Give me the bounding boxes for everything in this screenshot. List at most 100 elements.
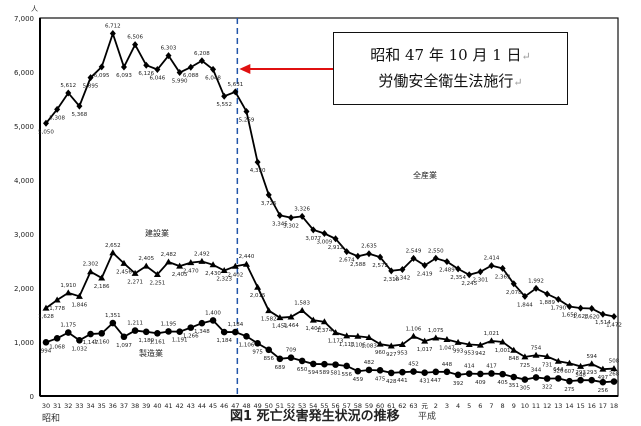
y-tick-label: 3,000 [14,231,34,239]
diamond-marker-icon [98,63,105,71]
x-tick-label: 17 [599,402,607,410]
data-label: 3,725 [261,201,277,207]
circle-marker-icon [387,369,395,377]
data-label: 2,354 [450,275,466,281]
circle-marker-icon [365,366,373,374]
circle-marker-icon [577,376,584,384]
data-label: 709 [286,348,297,354]
circle-marker-icon [566,377,573,385]
data-label: 6,093 [116,73,132,79]
data-label: 1,992 [528,278,544,284]
data-label: 2,652 [105,243,121,249]
return-mark-icon: ↵ [513,76,523,89]
data-label: 1,075 [428,328,444,334]
data-label: 1,106 [239,342,255,348]
triangle-marker-icon [209,261,217,268]
data-label: 589 [319,370,330,376]
data-label: 405 [497,380,508,386]
data-label: 1,021 [484,331,500,337]
diamond-marker-icon [132,41,139,49]
data-label: 6,126 [138,71,154,77]
data-label: 431 [419,379,430,385]
data-label: 1,266 [183,334,199,340]
triangle-marker-icon [287,313,295,320]
data-label: 2,549 [406,248,422,254]
data-label: 392 [453,381,464,387]
circle-marker-icon [287,354,295,362]
circle-marker-icon [254,340,261,347]
triangle-marker-icon [432,334,440,341]
circle-marker-icon [521,376,529,383]
triangle-marker-icon [343,332,351,339]
x-tick-label: 36 [109,402,117,410]
triangle-marker-icon [120,259,128,266]
diamond-marker-icon [54,105,61,113]
triangle-marker-icon [142,262,150,269]
triangle-marker-icon [387,342,395,349]
x-tick-label: 15 [576,402,584,410]
x-tick-label: 11 [532,402,540,410]
data-label: 953 [464,351,475,357]
circle-marker-icon [510,373,518,381]
triangle-marker-icon [131,269,139,276]
x-tick-label: 46 [220,402,228,410]
data-label: 1,351 [105,313,121,319]
triangle-marker-icon [599,365,607,372]
data-label: 1,472 [606,323,622,329]
y-tick-label: 5,000 [14,123,34,131]
triangle-marker-icon [254,283,262,290]
data-label: 2,430 [205,271,221,277]
data-label: 256 [598,388,609,394]
data-label: 305 [520,386,531,392]
data-label: 1,658 [562,312,578,318]
data-label: 1,846 [72,302,88,308]
data-label: 409 [475,380,486,386]
triangle-marker-icon [443,335,451,342]
circle-marker-icon [165,328,172,335]
x-tick-label: 35 [98,402,106,410]
diamond-marker-icon [243,107,250,115]
x-tick-label: 61 [387,402,395,410]
data-label: 2,251 [149,280,165,286]
data-label: 351 [509,383,520,389]
data-label: 2,318 [383,277,399,283]
series-line-0 [45,30,615,318]
triangle-marker-icon [487,337,495,344]
diamond-marker-icon [455,265,462,273]
x-tick-label: 8 [501,402,505,410]
diamond-marker-icon [555,295,562,303]
data-label: 497 [598,375,609,381]
data-label: 1,113 [339,342,355,348]
x-tick-label: 47 [231,402,239,410]
triangle-marker-icon [231,262,239,269]
diamond-marker-icon [299,212,306,220]
series-label: 建設業 [145,228,169,238]
return-mark-icon: ↵ [521,50,531,63]
data-label: 6,095 [94,73,110,79]
triangle-marker-icon [476,341,484,348]
era-label-heisei: 平成 [418,412,437,422]
data-label: 1,184 [227,322,243,328]
circle-marker-icon [599,378,607,386]
data-label: 6,506 [127,35,143,41]
data-label: 1,106 [350,342,366,348]
data-label: 2,301 [472,278,488,284]
data-label: 953 [397,351,408,357]
triangle-marker-icon [75,292,83,299]
data-label: 1,404 [305,326,321,332]
data-label: 2,440 [239,254,255,260]
data-label: 754 [531,345,542,351]
data-label: 607 [564,369,575,375]
circle-marker-icon [343,362,351,370]
data-label: 1,583 [294,301,310,307]
diamond-marker-icon [288,214,295,222]
data-label: 994 [41,348,52,354]
data-label: 2,342 [395,276,411,282]
data-label: 1,778 [49,306,65,312]
diamond-marker-icon [310,226,317,234]
data-label: 942 [475,351,486,357]
data-label: 1,582 [261,317,277,323]
data-label: 1,451 [272,324,288,330]
triangle-marker-icon [376,340,384,347]
series-line-2 [45,319,615,384]
